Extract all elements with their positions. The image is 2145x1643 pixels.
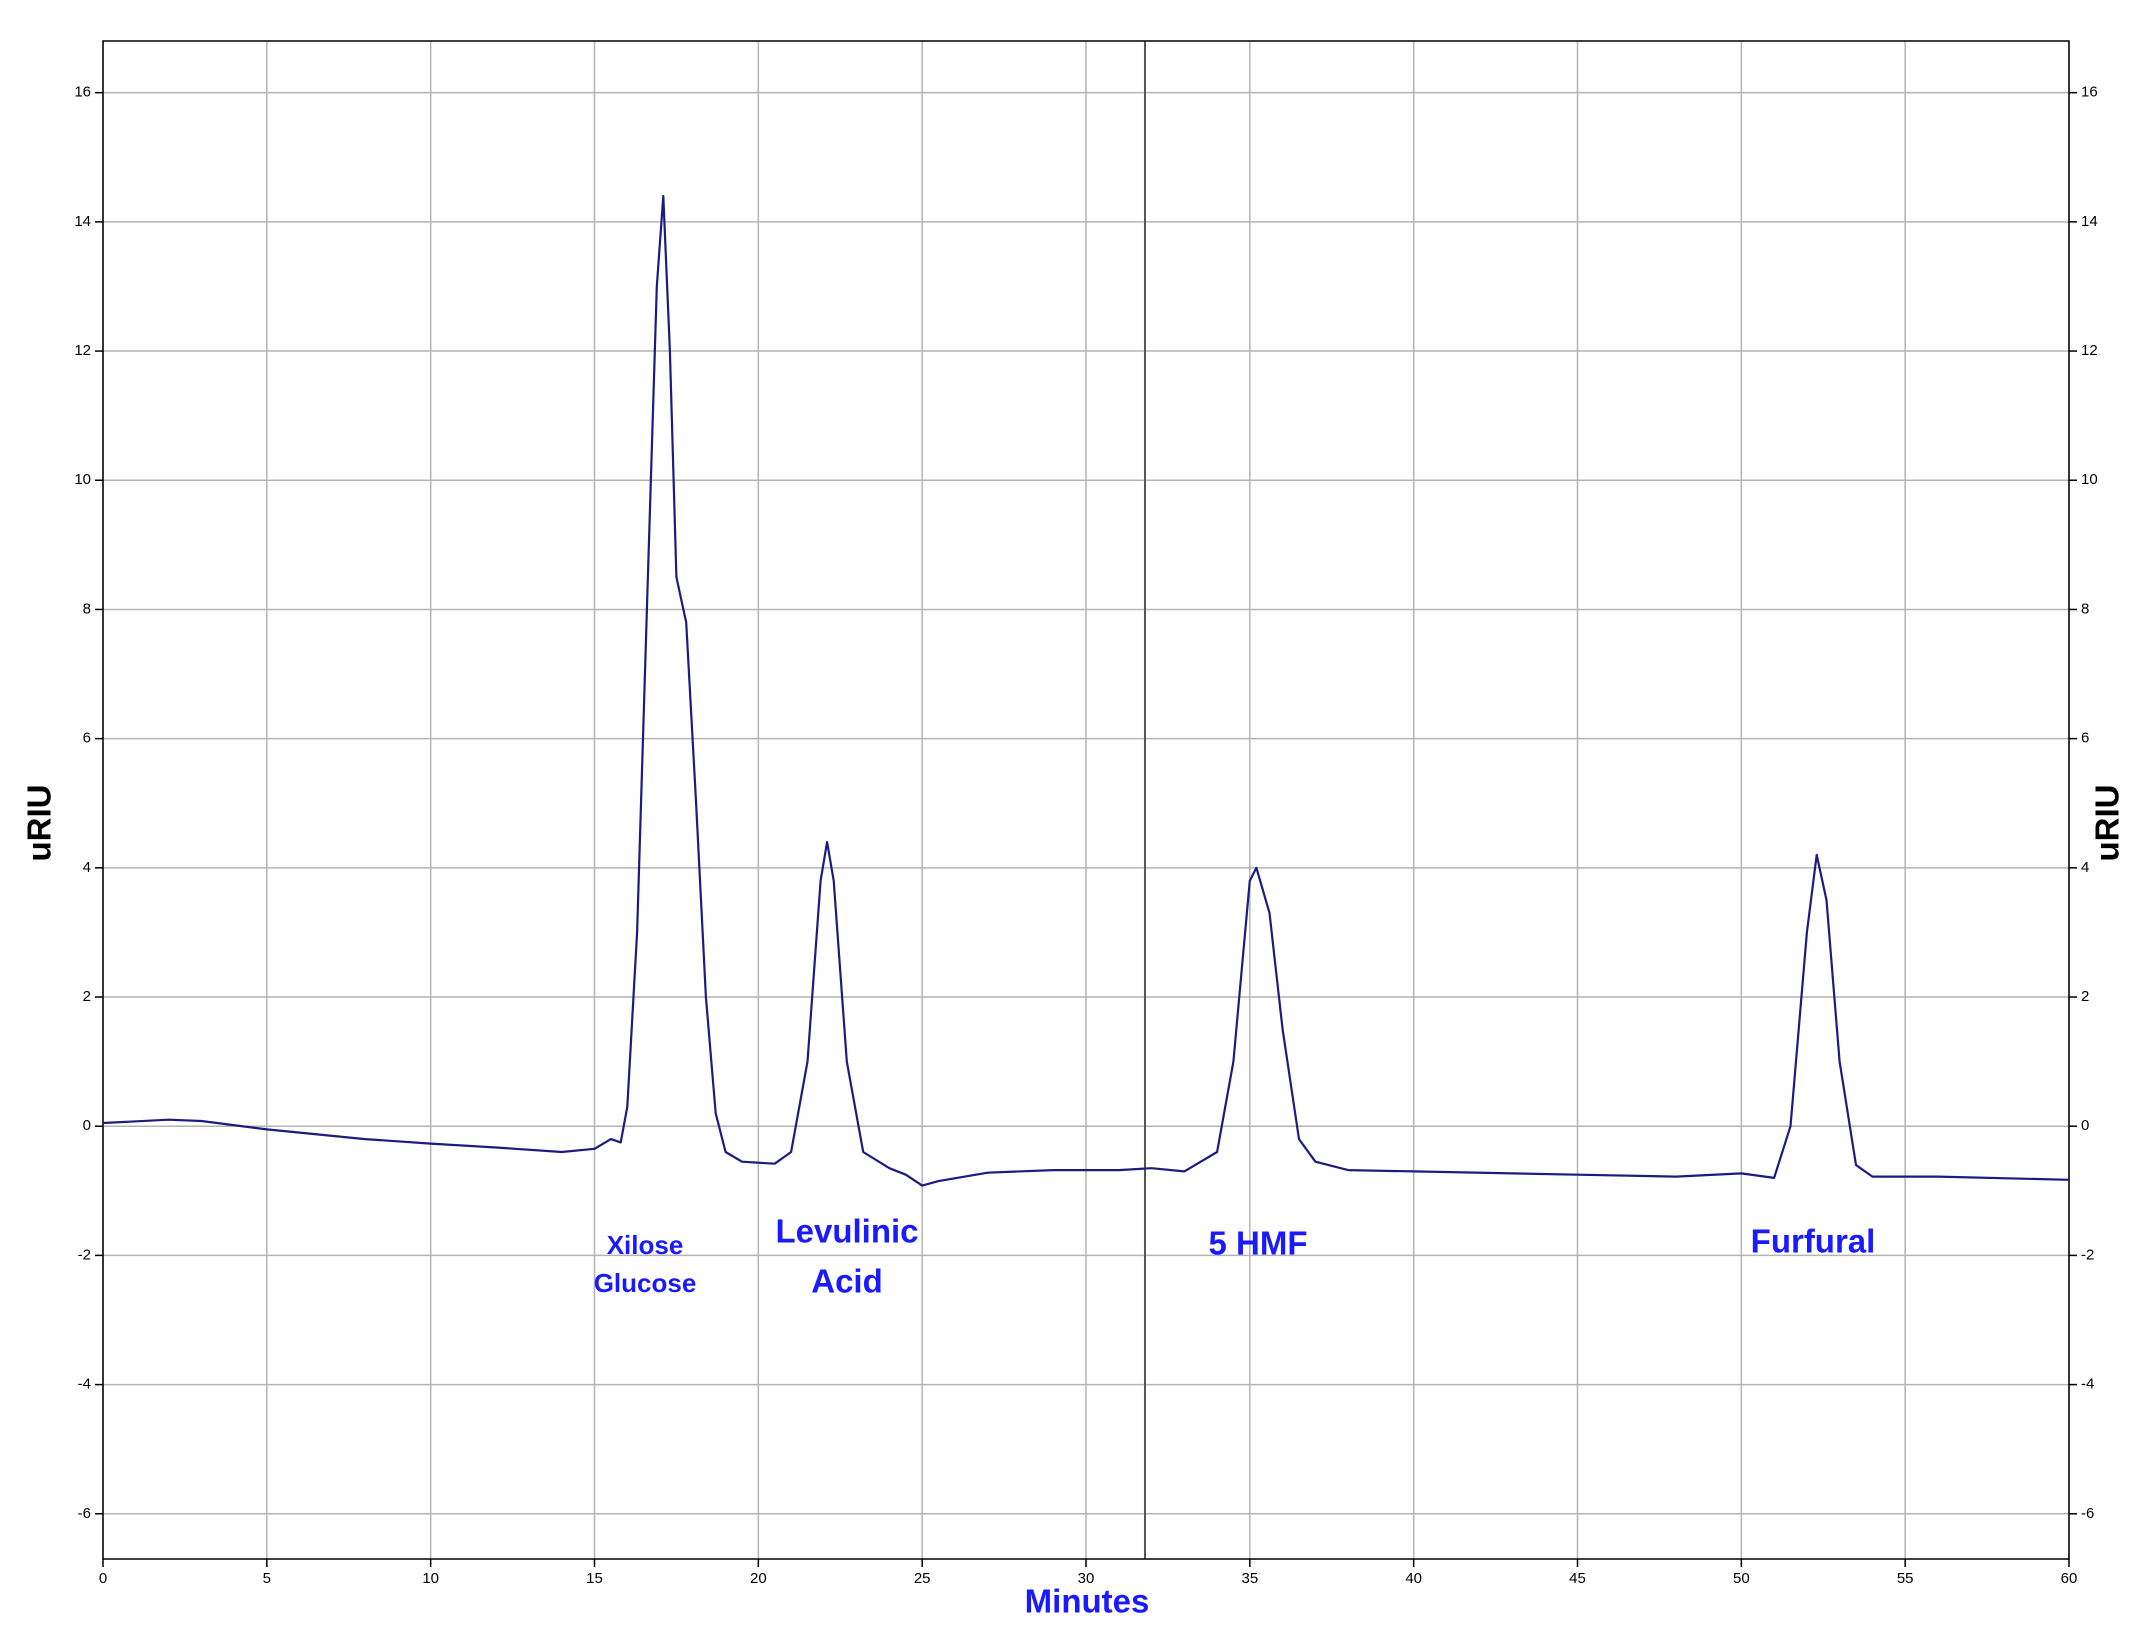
x-tick-label: 50 [1733, 1570, 1750, 1587]
x-tick-label: 60 [2061, 1570, 2078, 1587]
y2-tick-label: 16 [2081, 84, 2098, 101]
x-tick-label: 35 [1241, 1570, 1258, 1587]
y-tick-label: 0 [83, 1117, 91, 1134]
peak-annotation: Glucose [594, 1268, 697, 1298]
y-tick-label: 14 [74, 213, 91, 230]
peak-annotation: Levulinic [775, 1213, 918, 1250]
y-tick-label: 2 [83, 988, 91, 1005]
x-tick-label: 10 [422, 1570, 439, 1587]
x-tick-label: 30 [1078, 1570, 1095, 1587]
x-tick-label: 0 [99, 1570, 107, 1587]
peak-annotation: 5 HMF [1209, 1225, 1308, 1262]
x-axis-label: Minutes [1025, 1583, 1150, 1620]
y2-tick-label: -4 [2081, 1376, 2094, 1393]
x-tick-label: 15 [586, 1570, 603, 1587]
x-tick-label: 40 [1405, 1570, 1422, 1587]
y2-tick-label: 6 [2081, 730, 2089, 747]
y2-tick-label: 0 [2081, 1117, 2089, 1134]
chromatogram-line [102, 194, 2070, 1187]
y-tick-label: 4 [83, 859, 91, 876]
peak-annotation: Acid [811, 1263, 883, 1300]
y2-tick-label: 12 [2081, 342, 2098, 359]
plot-frame [102, 40, 2070, 1560]
peak-annotation: Furfural [1751, 1223, 1876, 1260]
y2-tick-label: 4 [2081, 859, 2089, 876]
x-tick-label: 25 [914, 1570, 931, 1587]
y-tick-label: -2 [78, 1246, 91, 1263]
y2-tick-label: 10 [2081, 471, 2098, 488]
x-tick-label: 5 [263, 1570, 271, 1587]
y-tick-label: 10 [74, 471, 91, 488]
y-tick-label: -6 [78, 1505, 91, 1522]
y2-tick-label: 8 [2081, 600, 2089, 617]
x-tick-label: 45 [1569, 1570, 1586, 1587]
x-tick-label: 55 [1897, 1570, 1914, 1587]
y-axis-label: uRIU [21, 785, 58, 862]
y2-axis-label: uRIU [2089, 785, 2126, 862]
y2-tick-label: -2 [2081, 1246, 2094, 1263]
y2-tick-label: 14 [2081, 213, 2098, 230]
x-tick-label: 20 [750, 1570, 767, 1587]
peak-annotation: Xilose [607, 1230, 684, 1260]
y-tick-label: 8 [83, 600, 91, 617]
y-tick-label: -4 [78, 1376, 91, 1393]
y2-tick-label: -6 [2081, 1505, 2094, 1522]
y-tick-label: 6 [83, 730, 91, 747]
y-tick-label: 16 [74, 84, 91, 101]
y-tick-label: 12 [74, 342, 91, 359]
y2-tick-label: 2 [2081, 988, 2089, 1005]
